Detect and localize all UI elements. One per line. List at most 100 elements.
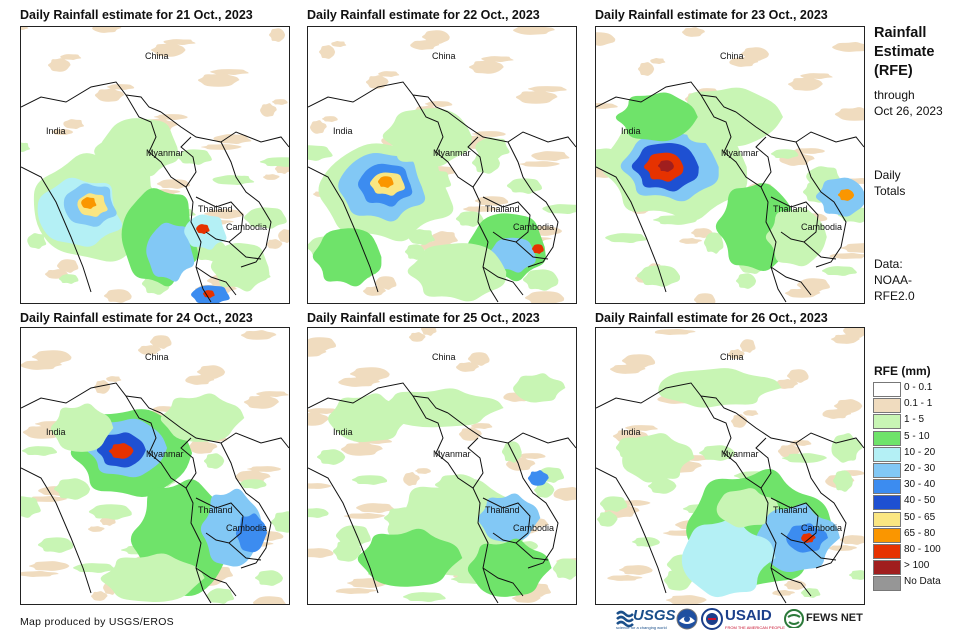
label-myanmar: Myanmar (146, 449, 184, 459)
rainfall-area (775, 379, 799, 389)
country-border (482, 196, 531, 243)
legend-label: 20 - 30 (904, 462, 936, 474)
rainfall-area (784, 288, 821, 298)
rainfall-area (243, 395, 279, 409)
rainfall-area (517, 453, 546, 459)
rainfall-area (308, 145, 333, 161)
rainfall-area (832, 42, 864, 52)
rainfall-area (100, 553, 205, 602)
label-myanmar: Myanmar (721, 148, 759, 158)
rainfall-area (365, 75, 389, 89)
panel-title-23-oct: Daily Rainfall estimate for 23 Oct., 202… (595, 8, 828, 22)
rainfall-area (278, 229, 289, 243)
rainfall-area (21, 27, 29, 30)
rainfall-area (150, 43, 186, 57)
rainfall-area (424, 101, 453, 107)
country-border (795, 442, 847, 569)
label-cambodia: Cambodia (801, 222, 843, 232)
rainfall-area (50, 403, 114, 452)
rainfall-area (605, 233, 648, 243)
label-china: China (145, 352, 169, 362)
label-thailand: Thailand (485, 204, 520, 214)
rainfall-area (308, 548, 334, 558)
country-border (21, 81, 162, 113)
rainfall-area (316, 449, 346, 465)
rainfall-area (270, 511, 289, 533)
rainfall-area (202, 290, 215, 298)
through-date: through Oct 26, 2023 (874, 87, 943, 119)
country-border (735, 111, 864, 148)
rainfall-area (149, 335, 172, 349)
rainfall-area (335, 525, 371, 547)
label-myanmar: Myanmar (721, 449, 759, 459)
rainfall-area (335, 588, 377, 594)
map-credit: Map produced by USGS/EROS (20, 616, 174, 628)
rainfall-area (331, 41, 347, 47)
rainfall-area (663, 569, 693, 591)
rainfall-area (60, 54, 82, 60)
rainfall-area (410, 40, 440, 50)
country-border (770, 567, 812, 597)
country-border (228, 241, 262, 260)
side-title-line: (RFE) (874, 63, 913, 79)
rainfall-area (378, 71, 400, 77)
through-value: Oct 26, 2023 (874, 104, 943, 118)
rainfall-area (772, 590, 796, 596)
rainfall-area (527, 86, 567, 92)
rainfall-area (28, 561, 70, 571)
rainfall-area (271, 99, 288, 105)
rainfall-area (800, 588, 821, 598)
rainfall-area (106, 84, 135, 90)
daily-line: Totals (874, 184, 906, 198)
legend-label: > 100 (904, 560, 930, 572)
rainfall-area (533, 482, 555, 498)
rainfall-area (833, 399, 863, 413)
map-canvas (308, 328, 576, 604)
rainfall-area (739, 339, 756, 353)
legend-swatch (873, 543, 901, 559)
country-border (21, 382, 162, 414)
label-china: China (720, 352, 744, 362)
rainfall-area (815, 177, 864, 217)
country-border (596, 467, 667, 594)
rainfall-area (37, 537, 74, 553)
map-canvas (308, 27, 576, 303)
rainfall-area (599, 496, 628, 512)
rainfall-area (513, 373, 566, 403)
rainfall-map-21-oct: China India Myanmar Thailand Cambodia (20, 26, 290, 304)
rainfall-area (781, 453, 828, 463)
side-title-line: Estimate (874, 44, 935, 60)
rainfall-area (63, 119, 85, 129)
usaid-logo: USAID FROM THE AMERICAN PEOPLE (701, 607, 785, 635)
label-thailand: Thailand (485, 505, 520, 515)
legend-swatch (873, 511, 901, 527)
rainfall-area (703, 232, 724, 254)
rainfall-area (456, 362, 480, 372)
usgs-logo: USGS science for a changing world (616, 607, 676, 637)
country-border (195, 196, 244, 243)
country-border (482, 266, 524, 296)
rainfall-area (511, 593, 541, 603)
rainfall-area (351, 475, 388, 485)
rainfall-area (840, 243, 864, 253)
rainfall-area (787, 77, 823, 91)
panel-title-25-oct: Daily Rainfall estimate for 25 Oct., 202… (307, 311, 540, 325)
country-border (700, 94, 772, 188)
legend-label: 65 - 80 (904, 527, 936, 539)
fewsnet-globe-icon (784, 609, 804, 629)
rainfall-area (414, 468, 431, 474)
legend-label: 40 - 50 (904, 495, 936, 507)
rainfall-area (310, 120, 327, 134)
rainfall-area (338, 377, 380, 387)
rainfall-area (463, 206, 499, 212)
noaa-logo (676, 608, 698, 635)
rainfall-area (254, 570, 283, 586)
rainfall-area (188, 440, 218, 454)
rainfall-area (21, 446, 58, 456)
rainfall-area (665, 595, 707, 604)
rainfall-area (87, 526, 105, 532)
country-border (507, 141, 559, 268)
rainfall-area (834, 107, 864, 121)
legend-swatch (873, 462, 901, 478)
rainfall-area (524, 291, 565, 303)
